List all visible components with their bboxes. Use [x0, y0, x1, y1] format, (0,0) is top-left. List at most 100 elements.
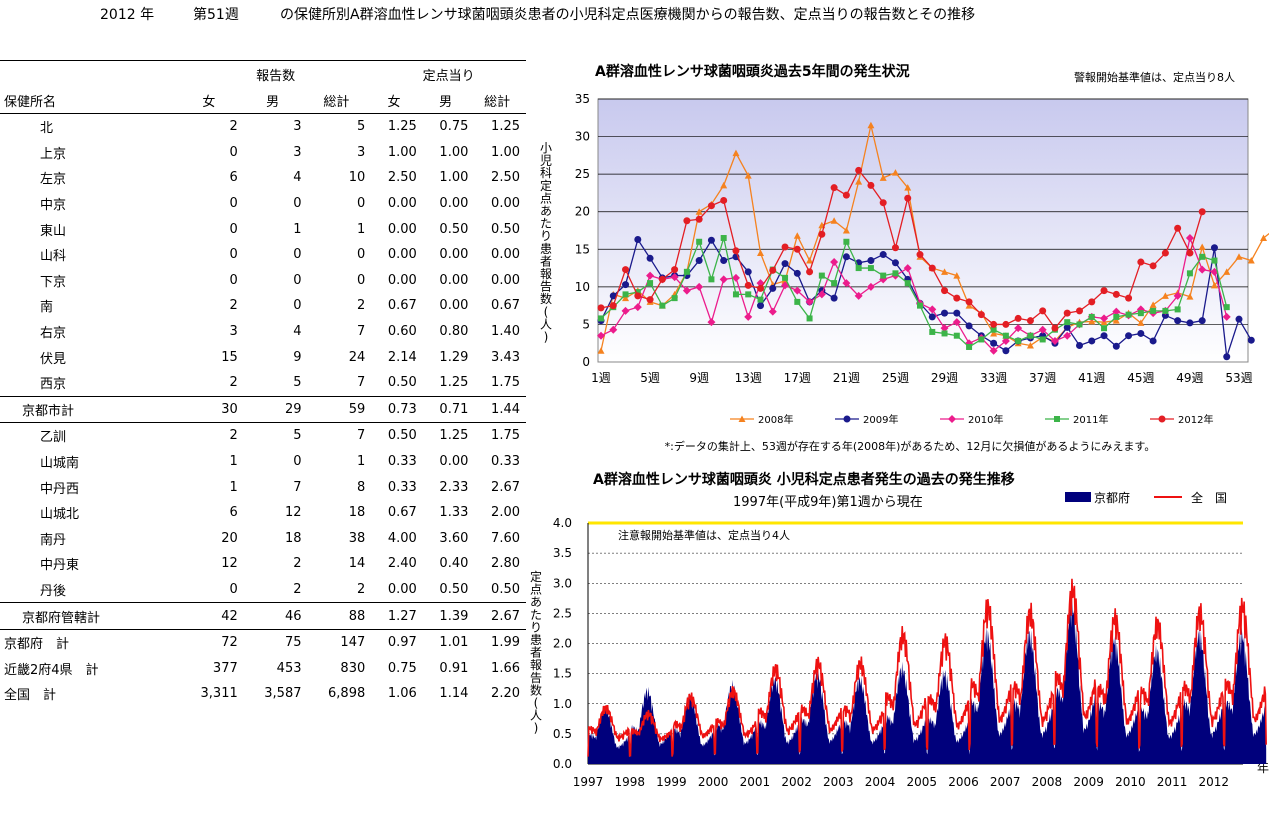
marker-triangle — [732, 149, 740, 157]
marker-circle — [1223, 353, 1231, 361]
marker-circle — [1235, 315, 1243, 323]
row-name: 中丹西 — [40, 481, 80, 497]
marker-circle — [1198, 317, 1206, 325]
cell: 3 — [229, 324, 238, 340]
marker-circle — [1174, 224, 1182, 232]
marker-circle — [879, 199, 887, 207]
cell: 2.33 — [439, 479, 469, 495]
legend-swatch — [1065, 492, 1091, 502]
marker-circle — [1149, 262, 1157, 270]
table-row: 丹後 0 2 2 0.00 0.50 0.50 — [0, 577, 526, 603]
x-tick-label: 1999 — [656, 775, 687, 789]
cell: 59 — [307, 395, 372, 424]
marker-square — [1174, 306, 1181, 313]
marker-square — [941, 330, 948, 337]
marker-diamond — [646, 271, 655, 280]
cell: 0.50 — [491, 581, 520, 597]
table-row: 山科 0 0 0 0.00 0.00 0.00 — [0, 242, 526, 268]
five-year-chart: 0 5 10 15 20 25 30 35 1週 5週 9週 13週 17週 21週 25週 29週 33週 37… — [540, 63, 1269, 453]
marker-triangle — [965, 302, 973, 309]
legend-label: 2009年 — [863, 413, 898, 426]
marker-diamond — [879, 275, 888, 284]
table-row: 伏見 15 9 24 2.14 1.29 3.43 — [0, 344, 526, 370]
y-tick-label: 1.0 — [553, 697, 572, 711]
cell: 0.67 — [387, 298, 417, 314]
cell: 0 — [293, 247, 302, 263]
cell: 0.00 — [491, 272, 520, 288]
marker-circle — [806, 268, 814, 276]
marker-triangle — [904, 184, 912, 191]
x-tick-label: 2004 — [865, 775, 896, 789]
marker-square — [794, 298, 801, 305]
y-axis-label: 定 — [540, 178, 552, 193]
marker-circle — [904, 194, 912, 202]
cell: 29 — [243, 395, 308, 424]
marker-diamond — [952, 318, 961, 327]
y-axis-label: ( — [544, 305, 549, 319]
cell: 42 — [180, 602, 244, 630]
marker-circle — [965, 298, 973, 306]
marker-circle — [843, 415, 851, 423]
marker-triangle — [757, 249, 764, 257]
cell: 0.40 — [439, 556, 469, 572]
cell: 2 — [293, 556, 302, 572]
legend-label: 2012年 — [1178, 413, 1213, 426]
cell: 1.75 — [491, 375, 520, 391]
y-axis-label: 人 — [530, 709, 542, 723]
x-tick-label: 2009 — [1073, 775, 1104, 789]
marker-square — [1186, 270, 1193, 277]
marker-square — [757, 296, 764, 303]
marker-circle — [1186, 319, 1194, 327]
legend-label: 全 国 — [1191, 490, 1227, 505]
marker-square — [904, 280, 911, 287]
marker-circle — [1198, 208, 1206, 216]
marker-triangle — [1149, 301, 1157, 308]
y-tick-label: 30 — [575, 130, 590, 144]
marker-circle — [769, 266, 777, 274]
cell: 0.33 — [387, 479, 417, 495]
marker-diamond — [1112, 307, 1121, 316]
marker-circle — [622, 266, 630, 274]
marker-square — [696, 238, 703, 245]
cell: 3,587 — [264, 686, 302, 702]
cell: 1.75 — [491, 428, 520, 444]
marker-diamond — [989, 346, 998, 355]
cell: 2.00 — [491, 505, 520, 521]
x-tick-label: 2010 — [1115, 775, 1146, 789]
marker-circle — [793, 269, 801, 277]
marker-circle — [695, 257, 703, 265]
cell: 0 — [293, 454, 302, 470]
cell: 46 — [243, 602, 308, 630]
x-tick-label: 21週 — [833, 371, 860, 385]
header-week: 第51週 — [193, 7, 239, 23]
table-row: 上京 0 3 3 1.00 1.00 1.00 — [0, 140, 526, 166]
marker-triangle — [1186, 293, 1194, 300]
marker-square — [598, 315, 604, 322]
marker-square — [855, 265, 862, 272]
y-axis-label: 報 — [530, 658, 542, 672]
marker-circle — [720, 257, 728, 265]
cell: 1 — [229, 454, 238, 470]
marker-circle — [830, 184, 838, 192]
x-tick-label: 17週 — [784, 371, 811, 385]
cell: 0.00 — [387, 272, 417, 288]
marker-triangle — [597, 347, 605, 354]
marker-triangle — [867, 121, 875, 129]
cell: 7 — [293, 479, 302, 495]
marker-diamond — [940, 324, 949, 333]
marker-circle — [609, 292, 617, 300]
cell: 1.44 — [474, 395, 526, 424]
cell: 14 — [348, 556, 366, 572]
cell: 7 — [356, 375, 366, 391]
row-name: 山城北 — [40, 507, 80, 523]
table-row: 山城北 6 12 18 0.67 1.33 2.00 — [0, 500, 526, 526]
y-tick-label: 0.5 — [553, 727, 572, 741]
marker-circle — [1002, 320, 1010, 328]
marker-triangle — [941, 268, 949, 275]
marker-diamond — [707, 318, 716, 327]
cell: 8 — [356, 479, 366, 495]
marker-circle — [781, 243, 789, 251]
cell: 12 — [221, 556, 238, 572]
y-axis-label: た — [530, 608, 542, 622]
marker-square — [1113, 313, 1120, 320]
